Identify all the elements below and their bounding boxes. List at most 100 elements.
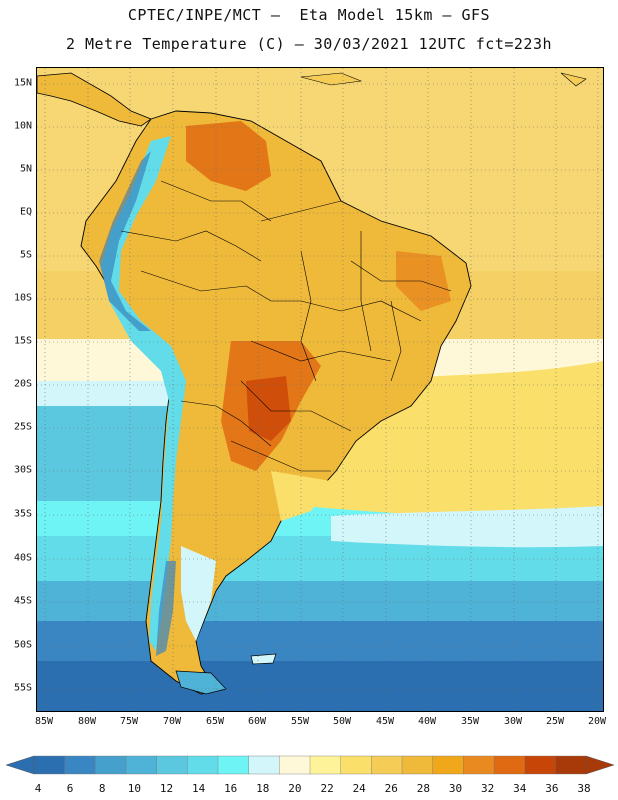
colorbar-swatch	[33, 755, 66, 775]
colorbar	[5, 755, 615, 775]
patagonia-pale-area	[181, 546, 216, 641]
border-guianas	[260, 200, 342, 222]
colorbar-label: 38	[577, 782, 591, 795]
lon-label-60w: 60W	[247, 716, 267, 727]
lat-label-25s: 25S	[13, 421, 32, 433]
colorbar-label: 34	[513, 782, 527, 795]
hot-core-northeast	[396, 251, 451, 311]
colorbar-label: 10	[127, 782, 142, 795]
lon-label-85w: 85W	[34, 716, 54, 727]
lon-label-35w: 35W	[460, 716, 480, 727]
colorbar-swatch	[279, 755, 311, 775]
lon-label-40w: 40W	[417, 716, 437, 727]
lon-label-70w: 70W	[162, 716, 182, 727]
lat-label-5s: 5S	[19, 249, 32, 261]
title-line-1: CPTEC/INPE/MCT – Eta Model 15km – GFS	[127, 6, 491, 24]
border-bolivia-brazil	[140, 270, 301, 302]
lon-label-75w: 75W	[119, 716, 139, 727]
colorbar-swatch	[156, 755, 188, 775]
lon-label-20w: 20W	[587, 716, 607, 727]
border-mato-grosso	[300, 250, 317, 382]
colorbar-swatch	[493, 755, 526, 775]
border-bahia	[390, 300, 402, 382]
colorbar-label: 32	[480, 782, 495, 795]
colorbar-swatch	[95, 755, 127, 775]
colorbar-swatch	[432, 755, 464, 775]
colorbar-swatch	[309, 755, 342, 775]
border-paraguay	[240, 380, 352, 432]
andes-cold-core	[99, 151, 151, 331]
temperature-map	[36, 67, 604, 712]
colorbar-label: 30	[448, 782, 463, 795]
landmass-falklands	[250, 653, 277, 665]
colorbar-label: 28	[416, 782, 431, 795]
colorbar-swatch	[217, 755, 250, 775]
colorbar-swatch	[64, 755, 96, 775]
border-colombia-venezuela	[160, 180, 272, 222]
colorbar-swatch	[463, 755, 495, 775]
country-borders	[120, 180, 452, 472]
border-para	[360, 231, 372, 352]
colorbar-label: 6	[66, 782, 74, 795]
lon-label-25w: 25W	[545, 716, 565, 727]
lat-label-5n: 5N	[19, 163, 32, 175]
colorbar-swatch	[555, 755, 587, 775]
colorbar-label: 18	[256, 782, 270, 795]
landmass-caribbean-island	[300, 72, 363, 86]
map-canvas	[37, 68, 603, 711]
border-peru-brazil	[120, 230, 262, 262]
patagonia-cold-core	[156, 561, 176, 656]
landmass-tierra-del-fuego	[175, 670, 227, 695]
border-brazil-states-1	[300, 300, 422, 322]
colorbar-label: 26	[384, 782, 398, 795]
lat-label-eq: EQ	[19, 206, 32, 218]
colorbar-arrow-right	[585, 755, 615, 775]
lat-label-50s: 50S	[13, 639, 32, 651]
colorbar-label: 36	[545, 782, 559, 795]
colorbar-swatch	[187, 755, 219, 775]
lat-label-35s: 35S	[13, 508, 32, 520]
lat-label-20s: 20S	[13, 378, 32, 390]
colorbar-swatch	[524, 755, 556, 775]
lon-label-30w: 30W	[503, 716, 523, 727]
colorbar-label: 12	[159, 782, 174, 795]
colorbar-label: 8	[98, 782, 106, 795]
lat-label-15n: 15N	[13, 77, 32, 89]
lon-label-65w: 65W	[205, 716, 225, 727]
colorbar-label: 22	[320, 782, 334, 795]
border-brazil-states-3	[250, 340, 392, 362]
lon-label-45w: 45W	[375, 716, 395, 727]
border-argentina-bolivia	[180, 400, 272, 447]
landmass-central-america	[37, 72, 152, 127]
ocean-atlantic-pale	[331, 506, 603, 548]
colorbar-swatch	[248, 755, 280, 775]
colorbar-label: 14	[191, 782, 206, 795]
ocean-band-blue3	[37, 661, 603, 711]
lon-label-50w: 50W	[332, 716, 352, 727]
title-line-2: 2 Metre Temperature (C) – 30/03/2021 12U…	[65, 35, 553, 53]
colorbar-swatch	[125, 755, 158, 775]
colorbar-label: 24	[352, 782, 366, 795]
colorbar-label: 16	[224, 782, 238, 795]
landmass-small-island	[560, 72, 587, 87]
colorbar-swatch	[371, 755, 403, 775]
colorbar-label: 20	[288, 782, 302, 795]
andes-cool-strip	[101, 136, 186, 651]
colorbar-swatch	[340, 755, 372, 775]
colorbar-swatch	[401, 755, 434, 775]
lat-label-15s: 15S	[13, 335, 32, 347]
lon-label-80w: 80W	[77, 716, 97, 727]
lat-label-30s: 30S	[13, 464, 32, 476]
lat-label-45s: 45S	[13, 595, 32, 607]
colorbar-label: 4	[34, 782, 42, 795]
colorbar-arrow-left	[5, 755, 35, 775]
ocean-band-blue1	[37, 581, 603, 626]
lat-label-40s: 40S	[13, 552, 32, 564]
lon-label-55w: 55W	[290, 716, 310, 727]
lat-label-55s: 55S	[13, 682, 32, 694]
lat-label-10n: 10N	[13, 120, 32, 132]
border-brazil-states-2	[350, 260, 452, 292]
ocean-band-blue2	[37, 621, 603, 666]
hot-core-venezuela	[186, 121, 271, 191]
lat-label-10s: 10S	[13, 292, 32, 304]
